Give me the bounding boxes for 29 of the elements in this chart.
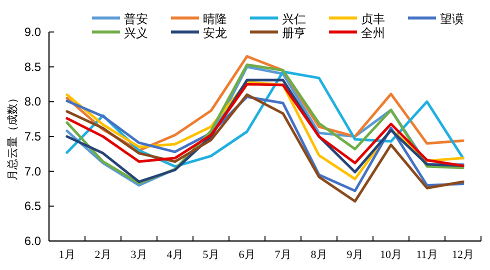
legend-label: 兴仁 xyxy=(282,12,306,26)
x-tick-label: 10月 xyxy=(380,249,402,261)
legend-label: 普安 xyxy=(124,12,148,26)
x-tick-label: 7月 xyxy=(274,249,292,261)
legend-label: 册亨 xyxy=(282,26,306,40)
x-tick-label: 6月 xyxy=(238,249,256,261)
y-tick-label: 6.0 xyxy=(24,234,42,248)
y-tick-label: 8.5 xyxy=(24,60,42,74)
legend-label: 全州 xyxy=(361,26,385,40)
x-tick-label: 8月 xyxy=(310,249,328,261)
legend-label: 贞丰 xyxy=(361,12,385,26)
y-tick-label: 7.5 xyxy=(24,130,42,144)
legend-label: 晴隆 xyxy=(203,12,227,26)
x-tick-label: 12月 xyxy=(452,249,474,261)
y-tick-label: 8.0 xyxy=(24,94,42,109)
x-tick-label: 9月 xyxy=(346,249,364,261)
y-tick-label: 7.0 xyxy=(24,164,42,178)
y-axis-title: 月总云量（成数） xyxy=(6,92,19,180)
x-tick-label: 5月 xyxy=(202,249,220,261)
x-tick-label: 2月 xyxy=(94,249,112,261)
x-tick-label: 3月 xyxy=(130,249,148,261)
y-tick-label: 9.0 xyxy=(24,25,42,39)
x-tick-label: 11月 xyxy=(416,249,438,261)
y-tick-label: 6.5 xyxy=(24,199,42,214)
legend-label: 兴义 xyxy=(124,26,148,40)
legend-label: 安龙 xyxy=(203,26,227,40)
x-tick-label: 1月 xyxy=(58,249,76,261)
legend-label: 望谟 xyxy=(440,12,464,26)
x-tick-label: 4月 xyxy=(166,249,184,261)
